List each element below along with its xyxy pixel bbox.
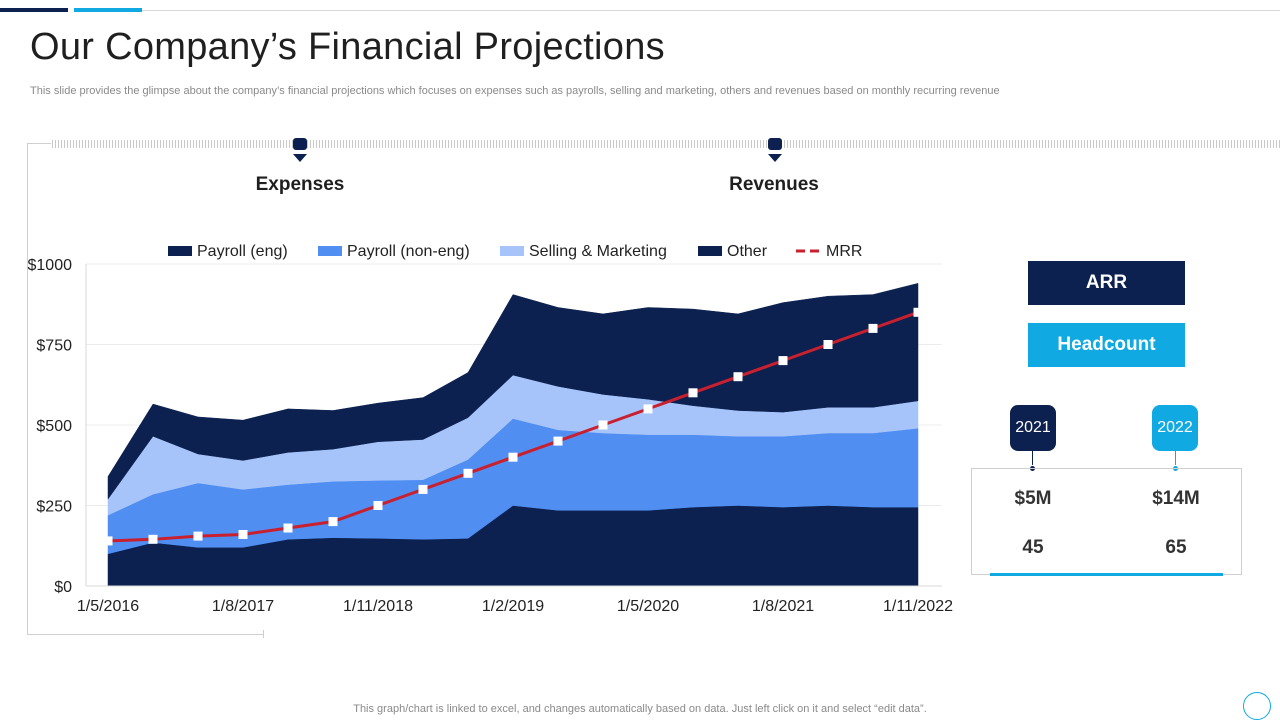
expenses-marker-icon (293, 138, 307, 162)
mrr-point (913, 307, 923, 317)
frame-left (27, 143, 28, 635)
mrr-point (643, 404, 653, 414)
year-badge-2022: 2022 (1152, 405, 1198, 451)
stats-underline (990, 573, 1223, 576)
y-tick-label: $500 (36, 418, 72, 435)
mrr-point (688, 388, 698, 398)
top-rule (142, 10, 1280, 11)
legend-label: MRR (826, 243, 862, 260)
frame-bottom (27, 634, 263, 635)
mrr-point (508, 452, 518, 462)
x-tick-label: 1/8/2017 (212, 598, 274, 615)
mrr-point (553, 436, 563, 446)
mrr-point (823, 340, 833, 349)
legend-swatch (168, 246, 192, 256)
y-tick-label: $0 (54, 579, 72, 596)
arr-value-2022: $14M (1152, 488, 1200, 509)
dotted-divider (52, 140, 1280, 148)
x-tick-label: 1/11/2018 (343, 598, 413, 615)
x-tick-label: 1/5/2016 (77, 598, 139, 615)
legend-label: Payroll (non-eng) (347, 243, 470, 260)
page-subtitle: This slide provides the glimpse about th… (30, 85, 1000, 97)
legend-label: Selling & Marketing (529, 243, 667, 260)
footnote: This graph/chart is linked to excel, and… (353, 703, 927, 715)
mrr-point (103, 536, 113, 546)
area-series-4 (107, 282, 919, 500)
revenues-marker-icon (768, 138, 782, 162)
mrr-point (418, 484, 428, 494)
mrr-point (283, 523, 293, 533)
y-tick-label: $750 (36, 338, 72, 355)
arr-button[interactable]: ARR (1028, 261, 1185, 305)
mrr-point (373, 501, 383, 510)
frame-top (27, 143, 51, 144)
page-title: Our Company’s Financial Projections (30, 26, 665, 68)
year-badge-2021: 2021 (1010, 405, 1056, 451)
mrr-point (238, 529, 248, 539)
mrr-point (778, 356, 788, 366)
x-tick-label: 1/5/2020 (617, 598, 679, 615)
headcount-value-2022: 65 (1165, 537, 1187, 558)
legend-swatch (698, 246, 722, 256)
legend-swatch (500, 246, 524, 256)
year-stem-2021 (1032, 451, 1033, 465)
mrr-point (733, 372, 743, 382)
x-tick-label: 1/2/2019 (482, 598, 544, 615)
mrr-point (193, 531, 203, 541)
headcount-button[interactable]: Headcount (1028, 323, 1185, 367)
mrr-point (868, 323, 878, 333)
frame-tick (263, 630, 264, 638)
mrr-point (598, 420, 608, 430)
mrr-point (148, 534, 158, 544)
y-tick-label: $250 (36, 499, 72, 516)
headcount-value-2021: 45 (1022, 537, 1044, 558)
corner-circle-icon (1243, 692, 1271, 720)
arr-value-2021: $5M (1014, 488, 1052, 509)
legend-swatch (318, 246, 342, 256)
legend-label: Payroll (eng) (197, 243, 288, 260)
x-tick-label: 1/11/2022 (883, 598, 953, 615)
revenues-label: Revenues (729, 174, 819, 195)
legend-label: Other (727, 243, 768, 260)
y-tick-label: $1000 (28, 257, 73, 274)
x-tick-label: 1/8/2021 (752, 598, 814, 615)
accent-bar-navy (0, 8, 68, 12)
mrr-point (463, 468, 473, 478)
financial-chart[interactable]: $0 $250 $500 $750 $1000 1/5/2016 1/8/2017 1/11/… (0, 0, 1000, 640)
accent-bar-cyan (74, 8, 142, 12)
expenses-label: Expenses (255, 174, 345, 195)
mrr-point (328, 517, 338, 527)
year-stem-2022 (1175, 451, 1176, 465)
